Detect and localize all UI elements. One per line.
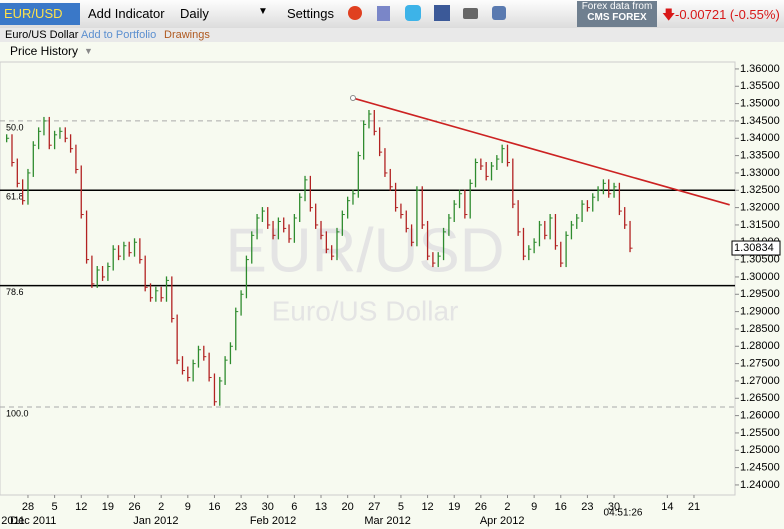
watermark: EUR/USD <box>225 216 504 285</box>
watermark-sub: Euro/US Dollar <box>272 295 459 326</box>
add-portfolio[interactable]: Add to Portfolio <box>81 29 157 41</box>
x-tick-label: 19 <box>102 501 114 513</box>
trendline <box>352 97 730 206</box>
y-tick-label: 1.25500 <box>740 427 780 439</box>
y-tick-label: 1.26000 <box>740 410 780 422</box>
last-price-box <box>731 240 781 256</box>
x-tick-label: 14 <box>661 501 673 513</box>
twitter-icon[interactable] <box>405 5 421 21</box>
x-tick-label: 13 <box>315 501 327 513</box>
title-arrow[interactable]: ▼ <box>84 46 93 56</box>
y-tick-label: 1.27000 <box>740 375 780 387</box>
x-tick-label: 16 <box>208 501 220 513</box>
x-tick-label: 2 <box>504 501 510 513</box>
y-tick-label: 1.30000 <box>740 271 780 283</box>
y-tick-label: 1.32000 <box>740 202 780 214</box>
x-tick-label: 26 <box>475 501 487 513</box>
x-tick-label: 5 <box>52 501 58 513</box>
y-tick-label: 1.29500 <box>740 288 780 300</box>
provider-box[interactable]: Forex data from CMS FOREX <box>577 1 657 27</box>
y-tick-label: 1.33000 <box>740 167 780 179</box>
y-tick-label: 1.33500 <box>740 150 780 162</box>
alarm-icon[interactable] <box>348 6 362 20</box>
x-tick-label: 30 <box>262 501 274 513</box>
add-indicator[interactable]: Add Indicator <box>88 6 165 21</box>
y-tick-label: 1.24500 <box>740 462 780 474</box>
print-icon[interactable] <box>492 6 506 20</box>
x-tick-label: 12 <box>75 501 87 513</box>
facebook-icon[interactable] <box>434 5 450 21</box>
y-tick-label: 1.24000 <box>740 479 780 491</box>
x-tick-label: 23 <box>235 501 247 513</box>
y-tick-label: 1.35000 <box>740 98 780 110</box>
x-tick-label: 2 <box>158 501 164 513</box>
fib-label: 50.0 <box>6 122 24 132</box>
fib-label: 78.6 <box>6 287 24 297</box>
y-tick-label: 1.25000 <box>740 444 780 456</box>
x-tick-label: 20 <box>342 501 354 513</box>
y-tick-label: 1.35500 <box>740 80 780 92</box>
month-label: Dec 2011 <box>10 515 56 527</box>
x-tick-label: 12 <box>421 501 433 513</box>
x-tick-label: 27 <box>368 501 380 513</box>
portfolio-icon[interactable] <box>377 6 390 21</box>
month-label: Jan 2012 <box>133 515 178 527</box>
provider: CMS FOREX <box>587 12 647 23</box>
month-label: Mar 2012 <box>364 515 410 527</box>
change: -0.00721 (-0.55%) <box>675 7 780 22</box>
down-arrow: 🡇 <box>662 7 676 22</box>
y-tick-label: 1.34000 <box>740 132 780 144</box>
x-tick-label: 9 <box>531 501 537 513</box>
last-price: 1.30834 <box>734 242 774 254</box>
subbar: Euro/US Dollar Add to Portfolio Drawings <box>0 28 784 42</box>
y-tick-label: 1.31500 <box>740 219 780 231</box>
toolbar: EUR/USD Add Indicator Daily ▼ Settings F… <box>0 0 784 29</box>
y-tick-label: 1.27500 <box>740 358 780 370</box>
y-tick-label: 1.34500 <box>740 115 780 127</box>
time-label: 04:51:26 <box>604 508 643 519</box>
plot-area <box>0 61 736 496</box>
y-tick-label: 1.28000 <box>740 340 780 352</box>
fib-label: 61.8 <box>6 192 24 202</box>
drawings[interactable]: Drawings <box>164 29 210 41</box>
camera-icon[interactable] <box>463 8 478 19</box>
month-label: Apr 2012 <box>480 515 525 527</box>
x-tick-label: 26 <box>128 501 140 513</box>
y-tick-label: 1.28500 <box>740 323 780 335</box>
instrument-name: Euro/US Dollar <box>5 29 79 41</box>
y-tick-label: 1.29000 <box>740 306 780 318</box>
chart-title[interactable]: Price History <box>10 44 79 58</box>
x-tick-label: 6 <box>291 501 297 513</box>
x-tick-label: 30 <box>608 501 620 513</box>
month-label: 2011 <box>1 515 25 527</box>
x-tick-label: 16 <box>555 501 567 513</box>
x-tick-label: 28 <box>22 501 34 513</box>
x-tick-label: 19 <box>448 501 460 513</box>
y-tick-label: 1.26500 <box>740 392 780 404</box>
x-tick-label: 9 <box>185 501 191 513</box>
trend-anchor <box>349 95 356 102</box>
y-tick-label: 1.36000 <box>740 63 780 75</box>
settings[interactable]: Settings <box>287 6 334 21</box>
x-tick-label: 5 <box>398 501 404 513</box>
interval[interactable]: Daily <box>180 6 209 21</box>
x-tick-label: 23 <box>581 501 593 513</box>
symbol[interactable]: EUR/USD <box>0 3 80 25</box>
month-label: Feb 2012 <box>250 515 296 527</box>
x-tick-label: 21 <box>688 501 700 513</box>
fib-label: 100.0 <box>6 408 29 418</box>
dropdown-arrow[interactable]: ▼ <box>258 6 268 17</box>
source: Forex data from <box>581 1 653 12</box>
y-tick-label: 1.32500 <box>740 184 780 196</box>
y-tick-label: 1.30500 <box>740 254 780 266</box>
